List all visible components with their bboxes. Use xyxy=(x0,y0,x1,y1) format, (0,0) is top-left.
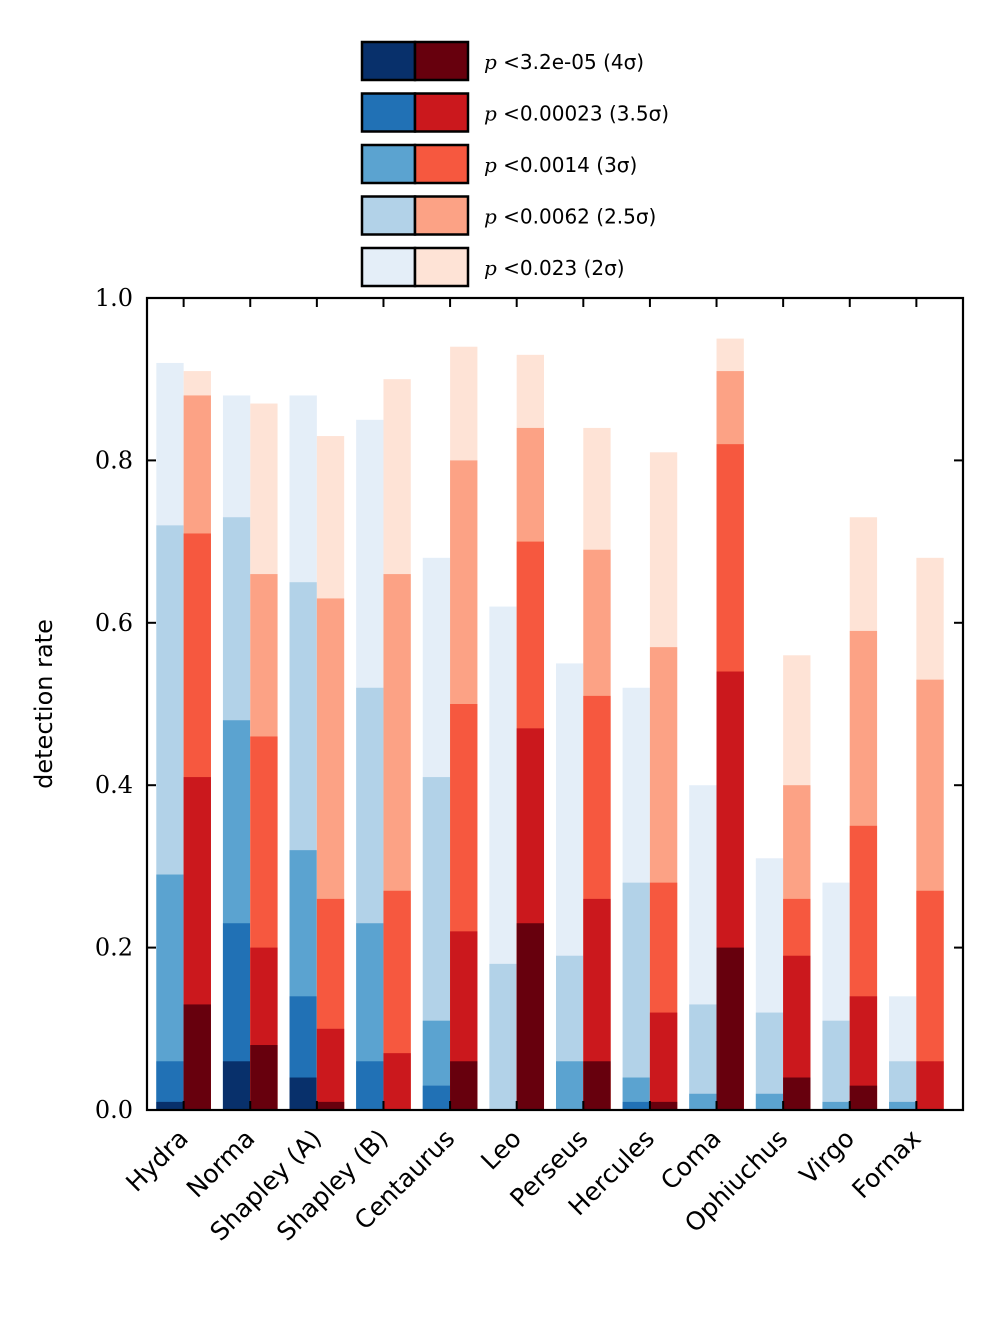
legend-p-symbol: p xyxy=(484,50,503,74)
x-tick-label: Leo xyxy=(475,1124,527,1176)
legend-p-symbol: p xyxy=(484,256,503,280)
legend-p-symbol: p xyxy=(484,205,503,229)
bar-blue-hydra-level-0 xyxy=(156,1101,184,1110)
legend: p <3.2e-05 (4σ)p <0.00023 (3.5σ)p <0.001… xyxy=(360,40,669,288)
bar-blue-shapley-b--level-1 xyxy=(356,1061,384,1110)
bar-red-fornax-level-1 xyxy=(916,1061,944,1110)
bar-red-leo-level-0 xyxy=(516,923,545,1110)
bar-blue-fornax-level-2 xyxy=(889,1101,917,1110)
bar-blue-hercules-level-1 xyxy=(622,1101,650,1110)
legend-threshold: <0.023 (2σ) xyxy=(503,256,624,280)
legend-threshold: <0.0014 (3σ) xyxy=(503,153,637,177)
legend-swatch-blue xyxy=(360,246,417,288)
bar-red-centaurus-level-0 xyxy=(450,1061,478,1110)
y-ticks: 0.0 0.2 0.4 0.6 0.8 1.0 xyxy=(95,284,963,1124)
bar-red-perseus-level-0 xyxy=(583,1061,611,1110)
legend-p-symbol: p xyxy=(484,153,503,177)
bar-red-virgo-level-0 xyxy=(849,1085,878,1110)
legend-entry-label: p <3.2e-05 (4σ) xyxy=(484,50,644,74)
legend-swatch-blue xyxy=(360,92,417,133)
y-tick-label: 0.6 xyxy=(95,609,133,637)
plot-frame xyxy=(145,296,965,1112)
legend-swatch-red xyxy=(413,195,470,236)
legend-entry-label: p <0.023 (2σ) xyxy=(484,256,625,280)
y-tick-label: 1.0 xyxy=(95,284,133,312)
bar-blue-coma-level-3 xyxy=(689,1004,717,1110)
legend-threshold: <3.2e-05 (4σ) xyxy=(503,50,644,74)
y-tick-label: 0.8 xyxy=(95,446,133,474)
legend-p-symbol: p xyxy=(484,102,503,126)
x-tick-label: Hydra xyxy=(120,1124,194,1198)
bars xyxy=(156,338,944,1111)
legend-swatch-blue xyxy=(360,143,417,185)
legend-entry-label: p <0.0062 (2.5σ) xyxy=(484,205,656,229)
bar-blue-centaurus-level-1 xyxy=(422,1085,451,1110)
legend-swatch-red xyxy=(413,40,470,82)
bar-blue-shapley-a--level-0 xyxy=(289,1077,317,1110)
bar-blue-virgo-level-2 xyxy=(822,1101,850,1110)
bar-red-ophiuchus-level-0 xyxy=(783,1077,811,1110)
y-tick-label: 0.0 xyxy=(95,1096,133,1124)
bar-blue-leo-level-3 xyxy=(489,963,517,1110)
bar-red-hydra-level-0 xyxy=(183,1004,211,1110)
bar-red-shapley-a--level-0 xyxy=(316,1101,345,1110)
bar-red-norma-level-0 xyxy=(250,1045,278,1110)
bar-blue-perseus-level-2 xyxy=(556,1061,584,1110)
bar-red-shapley-a--level-1 xyxy=(316,1028,345,1110)
legend-swatch-red xyxy=(413,143,470,185)
bar-red-coma-level-0 xyxy=(716,947,744,1110)
legend-swatch-blue xyxy=(360,195,417,236)
bar-blue-hercules-level-3 xyxy=(622,882,650,1110)
y-tick-label: 0.4 xyxy=(95,771,133,799)
bar-blue-ophiuchus-level-2 xyxy=(755,1093,784,1110)
bar-blue-virgo-level-3 xyxy=(822,1020,850,1110)
bar-red-shapley-b--level-1 xyxy=(383,1053,411,1110)
legend-entry-label: p <0.00023 (3.5σ) xyxy=(484,102,669,126)
legend-threshold: <0.0062 (2.5σ) xyxy=(503,205,656,229)
legend-swatch-red xyxy=(413,246,470,288)
legend-threshold: <0.00023 (3.5σ) xyxy=(503,102,669,126)
legend-swatch-blue xyxy=(360,40,417,82)
y-tick-label: 0.2 xyxy=(95,934,133,962)
bar-blue-coma-level-2 xyxy=(689,1093,717,1110)
bar-red-hercules-level-1 xyxy=(649,1012,678,1110)
bar-red-hercules-level-0 xyxy=(649,1101,678,1110)
bar-blue-norma-level-0 xyxy=(222,1061,251,1110)
x-tick-label: Fornax xyxy=(846,1124,926,1204)
y-axis-title: detection rate xyxy=(30,619,58,789)
legend-swatch-red xyxy=(413,92,470,133)
legend-entry-label: p <0.0014 (3σ) xyxy=(484,153,637,177)
